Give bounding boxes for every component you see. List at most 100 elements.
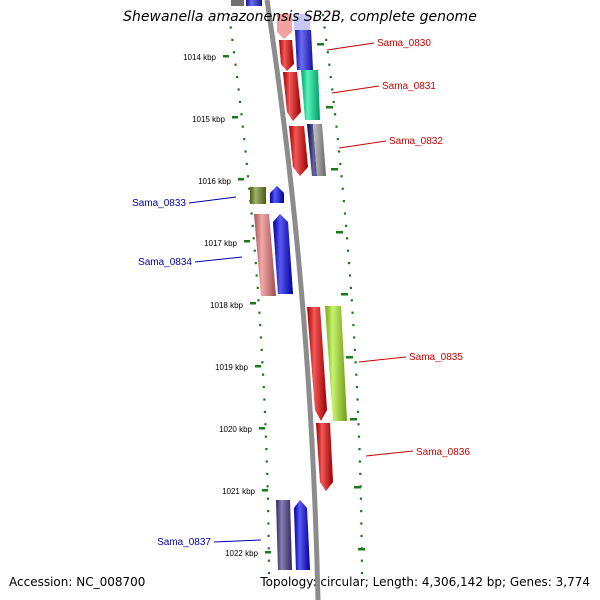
minor-tick bbox=[360, 522, 363, 525]
minor-tick bbox=[262, 386, 265, 389]
minor-tick bbox=[264, 423, 267, 426]
major-tick bbox=[238, 178, 244, 181]
major-tick bbox=[255, 365, 261, 368]
gene-sama-0836[interactable] bbox=[316, 423, 333, 491]
major-tick bbox=[341, 293, 348, 296]
leader-line-sama-0835 bbox=[358, 356, 407, 363]
minor-tick bbox=[267, 547, 270, 550]
minor-tick bbox=[263, 398, 266, 401]
minor-tick bbox=[355, 373, 358, 376]
major-tick bbox=[350, 418, 357, 421]
minor-tick bbox=[252, 237, 255, 240]
gene-label-sama-0835[interactable]: Sama_0835 bbox=[409, 352, 463, 363]
minor-tick bbox=[257, 299, 260, 302]
minor-tick bbox=[266, 497, 269, 500]
minor-tick bbox=[341, 187, 344, 190]
gene-sama-0831[interactable] bbox=[283, 70, 320, 121]
gene-label-sama-0834[interactable]: Sama_0834 bbox=[138, 257, 192, 268]
minor-tick bbox=[245, 162, 248, 165]
minor-tick bbox=[267, 572, 271, 575]
minor-tick bbox=[352, 324, 355, 327]
genome-backbone bbox=[264, 0, 321, 600]
minor-tick bbox=[356, 398, 359, 401]
major-tick bbox=[244, 240, 250, 243]
topology-summary: Topology: circular; Length: 4,306,142 bp… bbox=[260, 575, 590, 589]
gene-sama-0832[interactable] bbox=[289, 124, 326, 176]
minor-tick bbox=[263, 410, 266, 413]
minor-tick bbox=[360, 510, 363, 513]
major-tick bbox=[358, 548, 365, 551]
minor-tick bbox=[354, 361, 357, 364]
minor-tick bbox=[229, 26, 232, 29]
minor-tick bbox=[259, 324, 262, 327]
minor-tick bbox=[331, 88, 334, 91]
gene-sama-0835[interactable] bbox=[307, 306, 347, 421]
minor-tick bbox=[261, 361, 264, 364]
minor-tick bbox=[360, 534, 363, 537]
minor-tick bbox=[321, 14, 325, 17]
gene-label-sama-0832[interactable]: Sama_0832 bbox=[389, 136, 443, 147]
minor-tick bbox=[346, 237, 349, 240]
scale-label-1015: 1015 kbp bbox=[192, 115, 225, 124]
minor-tick bbox=[359, 472, 362, 475]
major-tick bbox=[223, 55, 229, 58]
major-tick bbox=[259, 427, 265, 430]
right-dotted-scale-track bbox=[321, 14, 364, 575]
minor-tick bbox=[360, 572, 364, 575]
gene-sama-0833[interactable] bbox=[250, 186, 284, 204]
minor-tick bbox=[357, 423, 360, 426]
scale-label-1017: 1017 kbp bbox=[204, 239, 237, 248]
minor-tick bbox=[255, 274, 258, 277]
minor-tick bbox=[348, 274, 352, 277]
gene-sama-0834[interactable] bbox=[254, 214, 293, 296]
gene-label-sama-0837[interactable]: Sama_0837 bbox=[157, 537, 211, 548]
major-tick bbox=[326, 106, 333, 109]
minor-tick bbox=[258, 311, 261, 314]
minor-tick bbox=[353, 348, 356, 351]
minor-tick bbox=[262, 373, 265, 376]
minor-tick bbox=[353, 336, 356, 339]
minor-tick bbox=[359, 497, 362, 500]
minor-tick bbox=[238, 100, 242, 103]
gene-label-sama-0831[interactable]: Sama_0831 bbox=[382, 81, 436, 92]
minor-tick bbox=[236, 76, 239, 79]
minor-tick bbox=[358, 448, 361, 451]
leader-line-sama-0836 bbox=[365, 450, 414, 457]
minor-tick bbox=[326, 51, 329, 54]
minor-tick bbox=[259, 336, 263, 339]
gene-sama-0837[interactable] bbox=[276, 500, 310, 570]
gene-label-sama-0833[interactable]: Sama_0833 bbox=[132, 198, 186, 209]
gene-label-sama-0830[interactable]: Sama_0830 bbox=[377, 38, 431, 49]
major-tick bbox=[232, 116, 238, 119]
minor-tick bbox=[265, 448, 268, 451]
minor-tick bbox=[325, 38, 328, 41]
minor-tick bbox=[267, 510, 270, 513]
minor-tick bbox=[334, 113, 337, 116]
minor-tick bbox=[254, 262, 257, 265]
gene-sama-0830[interactable] bbox=[277, 14, 313, 71]
minor-tick bbox=[328, 63, 331, 66]
major-tick bbox=[265, 551, 271, 554]
major-tick bbox=[336, 231, 343, 234]
minor-tick bbox=[251, 224, 254, 227]
minor-tick bbox=[332, 100, 335, 103]
minor-tick bbox=[355, 386, 358, 389]
leader-line-sama-0832 bbox=[338, 140, 387, 149]
map-title: Shewanella amazonensis SB2B, complete ge… bbox=[123, 9, 477, 25]
minor-tick bbox=[338, 150, 341, 153]
minor-tick bbox=[348, 262, 351, 265]
minor-tick bbox=[266, 485, 269, 488]
minor-tick bbox=[234, 63, 237, 66]
accession-label: Accession: NC_008700 bbox=[9, 575, 146, 589]
major-tick bbox=[317, 43, 324, 46]
scale-label-1020: 1020 kbp bbox=[219, 425, 252, 434]
minor-tick bbox=[335, 125, 338, 128]
minor-tick bbox=[240, 113, 243, 116]
gene-label-sama-0836[interactable]: Sama_0836 bbox=[416, 447, 470, 458]
major-tick bbox=[346, 356, 353, 359]
leader-line-sama-0830 bbox=[326, 42, 375, 51]
minor-tick bbox=[244, 150, 247, 153]
minor-tick bbox=[265, 460, 268, 463]
minor-tick bbox=[260, 348, 263, 351]
